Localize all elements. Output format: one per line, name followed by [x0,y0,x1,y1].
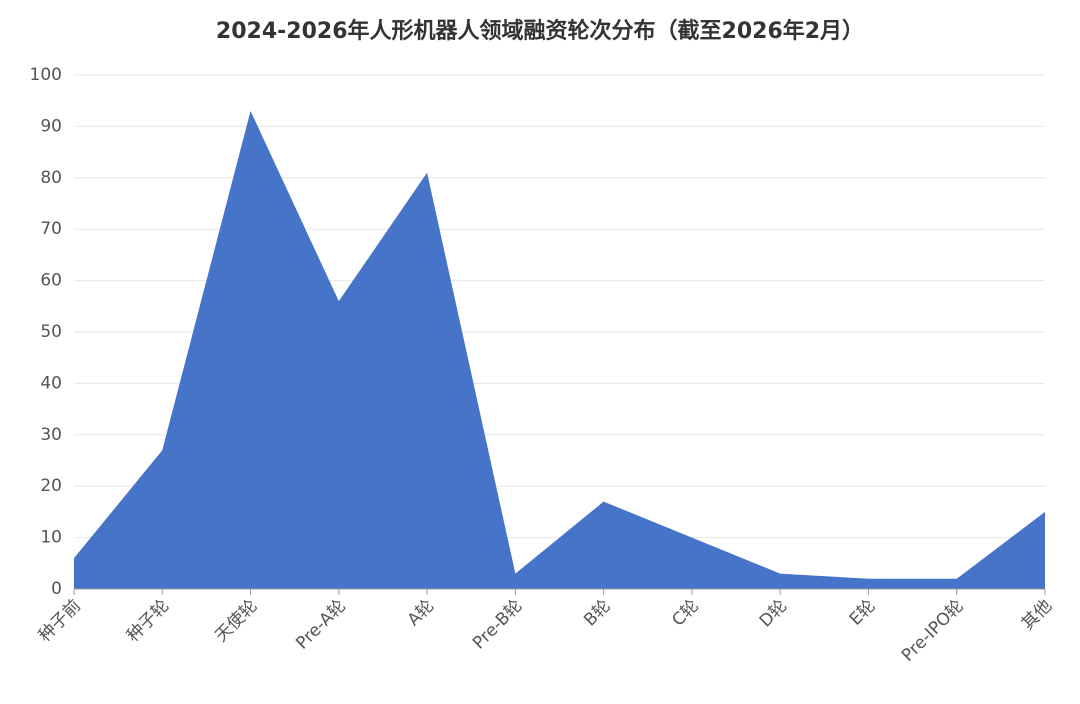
y-tick-label: 20 [40,476,62,496]
y-tick-label: 100 [30,65,62,85]
y-tick-label: 30 [40,425,62,445]
y-tick-label: 60 [40,271,62,291]
area [74,110,1045,589]
y-tick-label: 0 [51,579,62,599]
y-tick-label: 70 [40,219,62,239]
y-tick-label: 80 [40,168,62,188]
y-tick-label: 90 [40,116,62,136]
y-tick-label: 10 [40,528,62,548]
y-tick-label: 40 [40,373,62,393]
y-tick-label: 50 [40,322,62,342]
chart-title: 2024-2026年人形机器人领域融资轮次分布（截至2026年2月） [216,18,864,44]
